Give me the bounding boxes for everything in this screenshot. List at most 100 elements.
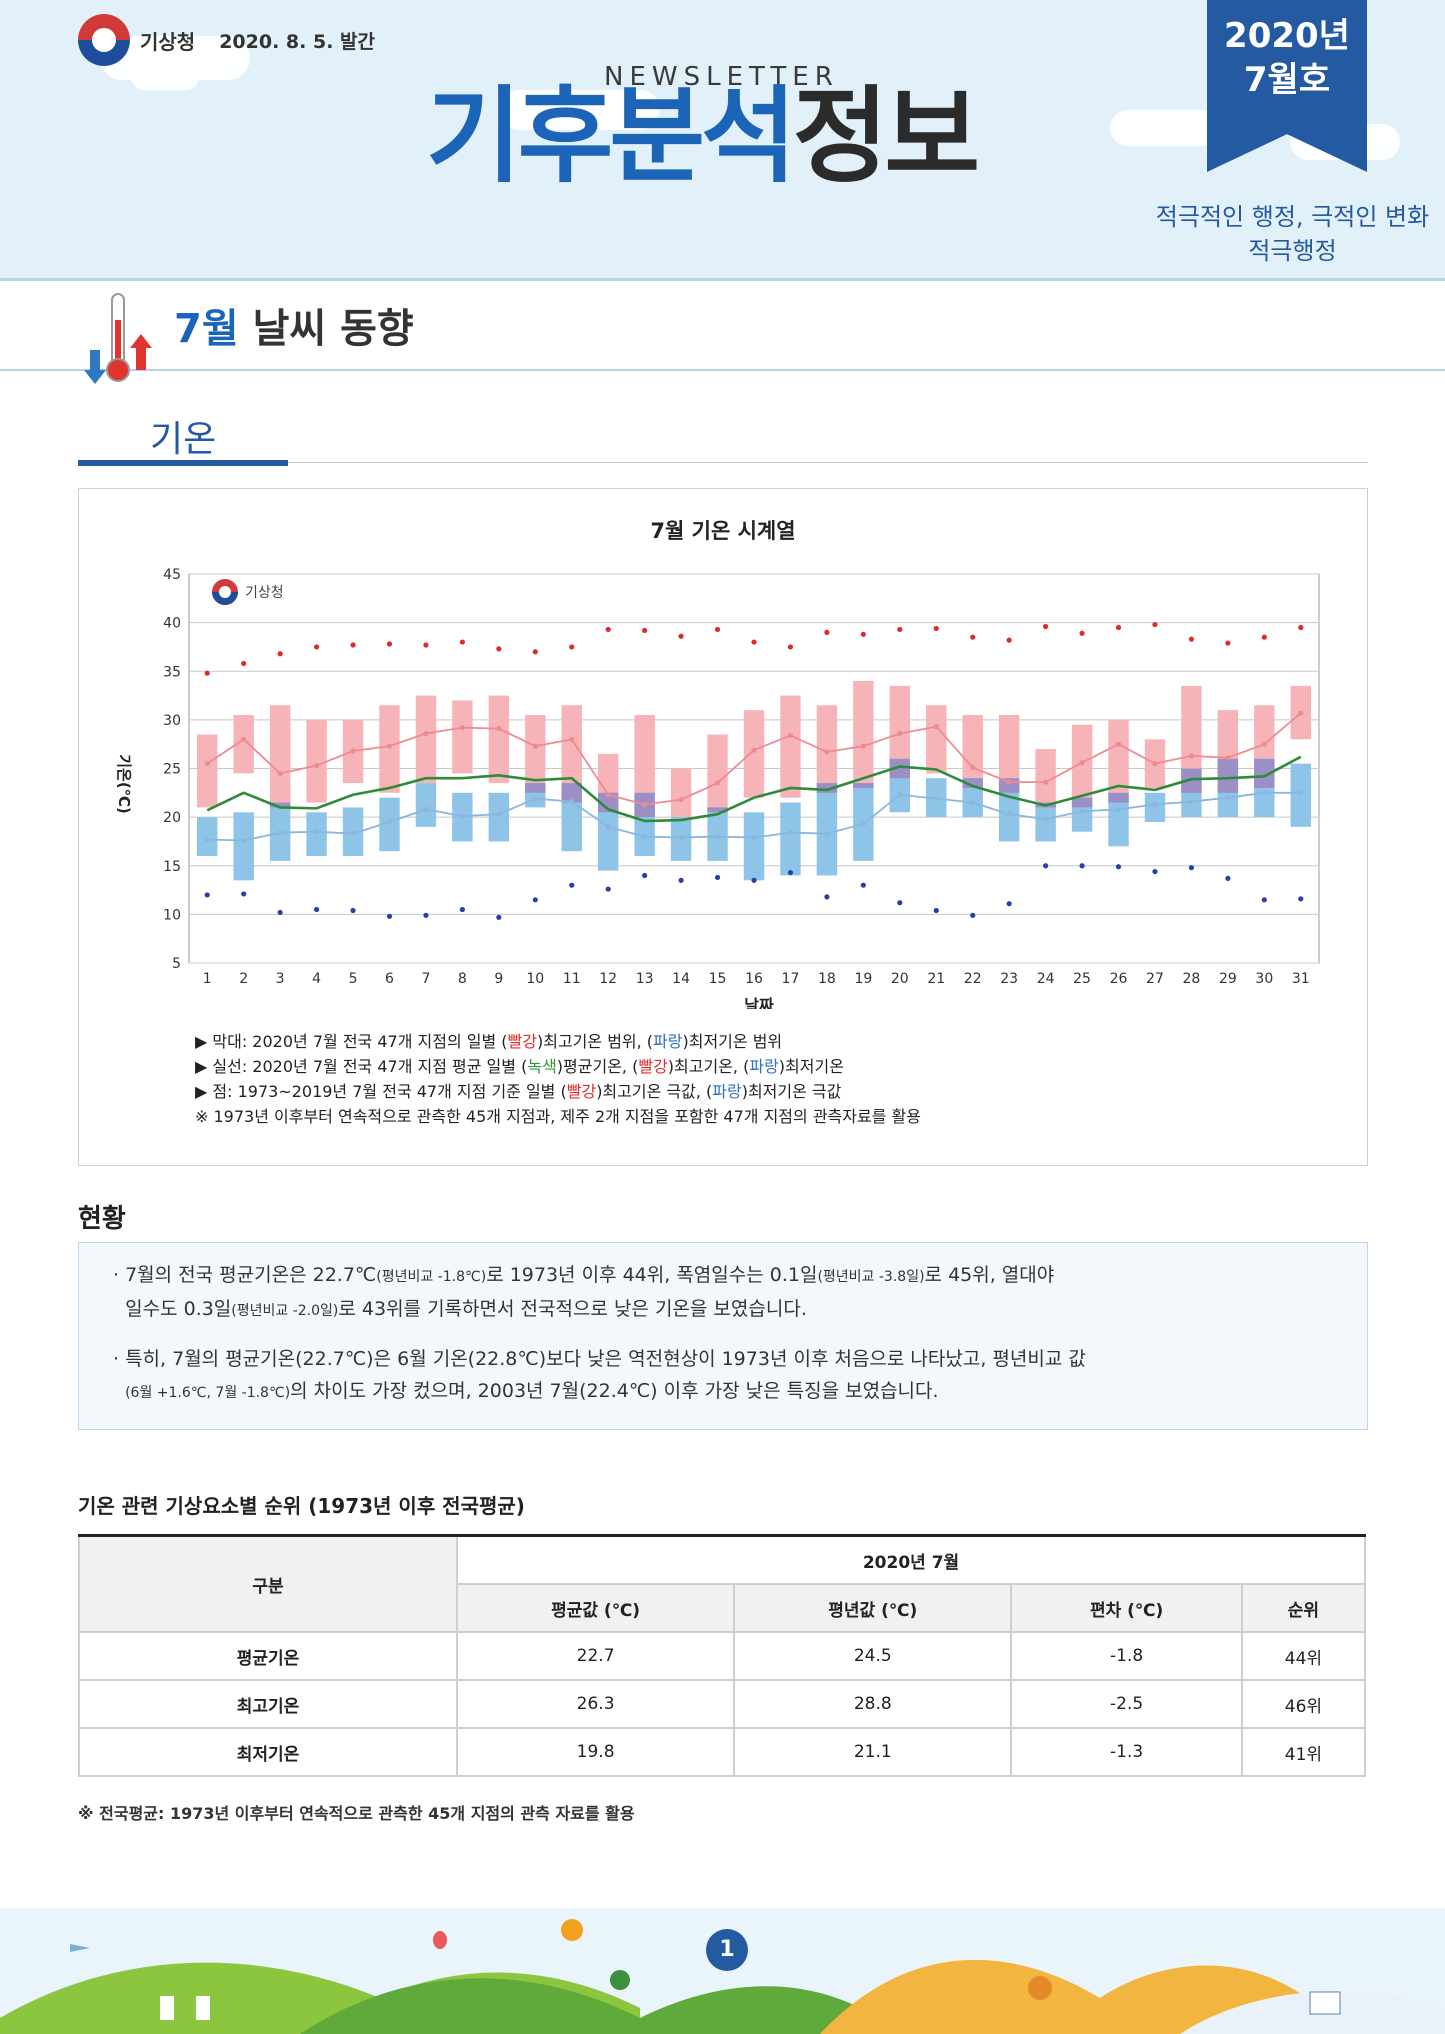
max-extreme-dot: [642, 627, 648, 634]
min-extreme-dot: [970, 912, 976, 918]
max-temp-line-marker: [678, 797, 684, 803]
cell: 22.7: [455, 1631, 736, 1681]
table-caption: 기온 관련 기상요소별 순위 (1973년 이후 전국평균): [78, 1494, 525, 1518]
min-temp-line-marker: [204, 836, 210, 843]
overlap-bar: [561, 783, 582, 803]
overlap-bar: [1217, 758, 1239, 793]
cell: 26.3: [455, 1679, 736, 1729]
max-extreme-dot: [313, 644, 320, 650]
min-temp-line-marker: [459, 813, 465, 819]
x-tick-label: 19: [854, 971, 872, 987]
legend-line-3: ▶ 점: 1973~2019년 7월 전국 47개 지점 기준 일별 (빨강)최…: [195, 1082, 842, 1101]
min-temp-line-marker: [642, 833, 648, 840]
max-temp-line-marker: [423, 730, 429, 737]
col-mean: 평균값 (℃): [455, 1583, 736, 1633]
min-extreme-dot: [642, 872, 648, 879]
min-extreme-dot: [860, 882, 866, 888]
min-range-bar: [1035, 802, 1056, 842]
cell: 24.5: [733, 1631, 1013, 1681]
newsletter-header: 기상청 2020. 8. 5. 발간 NEWSLETTER 기후분석정보 202…: [0, 0, 1445, 281]
max-range-bar: [1108, 719, 1129, 803]
chart-xlabel: 날짜: [744, 996, 774, 1009]
x-tick-label: 13: [636, 971, 654, 987]
max-range-bar: [379, 705, 400, 793]
issue-year: 2020년: [1224, 16, 1350, 56]
max-temp-line-marker: [1079, 760, 1085, 766]
overlap-bar: [853, 783, 874, 788]
min-range-bar: [1108, 792, 1129, 847]
min-temp-line-marker: [678, 834, 684, 841]
max-range-bar: [525, 715, 546, 793]
x-tick-label: 12: [599, 971, 617, 987]
max-extreme-dot: [1115, 624, 1122, 631]
tab-temperature-label: 기온: [150, 419, 217, 460]
mean-temp-line: [206, 755, 1302, 823]
max-range-bar: [488, 695, 510, 784]
min-temp-line-marker: [423, 806, 429, 812]
house-icon: [1309, 1991, 1341, 2015]
x-tick-label: 1: [203, 971, 212, 987]
max-extreme-dot: [824, 629, 830, 635]
min-temp-line-marker: [532, 796, 538, 802]
col-deviation: 편차 (℃): [1010, 1583, 1243, 1633]
cell: 28.8: [733, 1679, 1013, 1729]
x-tick-label: 26: [1110, 971, 1128, 987]
max-temp-line-marker: [496, 726, 502, 732]
max-temp-line-marker: [714, 780, 721, 786]
publication-date: 2020. 8. 5. 발간: [219, 30, 375, 53]
min-extreme-dot: [1079, 863, 1085, 869]
sun-icon: [561, 1919, 583, 1941]
min-temp-line-marker: [496, 811, 502, 817]
min-temp-line-marker: [970, 799, 976, 806]
min-range-bar: [197, 817, 218, 857]
row-label: 최고기온: [78, 1679, 458, 1729]
max-temp-line-marker: [532, 743, 538, 749]
min-range-bar: [743, 812, 765, 881]
min-temp-line-marker: [787, 830, 794, 836]
x-tick-label: 3: [276, 971, 285, 987]
max-extreme-dot: [350, 642, 356, 648]
table-note: ※ 전국평균: 1973년 이후부터 연속적으로 관측한 45개 지점의 관측 …: [78, 1804, 635, 1823]
max-range-bar: [1035, 749, 1056, 808]
max-extreme-dot: [751, 639, 757, 645]
divider: [288, 462, 1368, 463]
min-range-bar: [488, 792, 510, 842]
max-extreme-dot: [1298, 624, 1304, 631]
min-temp-line-marker: [569, 798, 575, 805]
overlap-bar: [1108, 792, 1129, 803]
max-temp-line-marker: [1006, 779, 1012, 785]
min-temp-line-marker: [1043, 816, 1049, 822]
y-tick-label: 40: [163, 616, 181, 632]
min-temp-line-marker: [897, 792, 903, 798]
max-range-bar: [415, 695, 437, 784]
max-temp-line-marker: [787, 732, 794, 739]
chart-bars: [197, 680, 1311, 881]
watermark-emblem-half: [212, 592, 238, 605]
min-temp-line-marker: [1188, 798, 1195, 805]
chart-title: 7월 기온 시계열: [650, 519, 796, 543]
max-temp-line-marker: [1261, 741, 1267, 747]
max-extreme-dot: [1079, 630, 1085, 636]
max-temp-line-marker: [1152, 761, 1158, 767]
max-extreme-dot: [605, 626, 611, 633]
overlap-bar: [1071, 797, 1093, 808]
overlap-bar: [816, 783, 838, 793]
chart-legend: ▶ 막대: 2020년 7월 전국 47개 지점의 일별 (빨강)최고기온 범위…: [195, 1029, 921, 1129]
cell: 44위: [1240, 1631, 1367, 1681]
min-extreme-dot: [714, 874, 721, 881]
max-range-bar: [306, 719, 327, 803]
min-temp-line-marker: [605, 824, 611, 830]
x-tick-label: 30: [1255, 971, 1273, 987]
x-tick-label: 17: [782, 971, 800, 987]
min-range-bar: [415, 783, 437, 827]
page-number: 1: [706, 1929, 748, 1971]
legend-line-2: ▶ 실선: 2020년 7월 전국 47개 지점 평균 일별 (녹색)평균기온,…: [195, 1057, 844, 1076]
min-temp-line-marker: [824, 831, 830, 837]
x-tick-label: 14: [672, 971, 690, 987]
footer-illustration: [0, 1908, 1445, 2034]
min-extreme-dot: [1115, 864, 1122, 870]
cell: -2.5: [1010, 1679, 1243, 1729]
max-extreme-dot: [532, 649, 538, 655]
slogan-line-2: 적극행정: [1248, 237, 1337, 265]
